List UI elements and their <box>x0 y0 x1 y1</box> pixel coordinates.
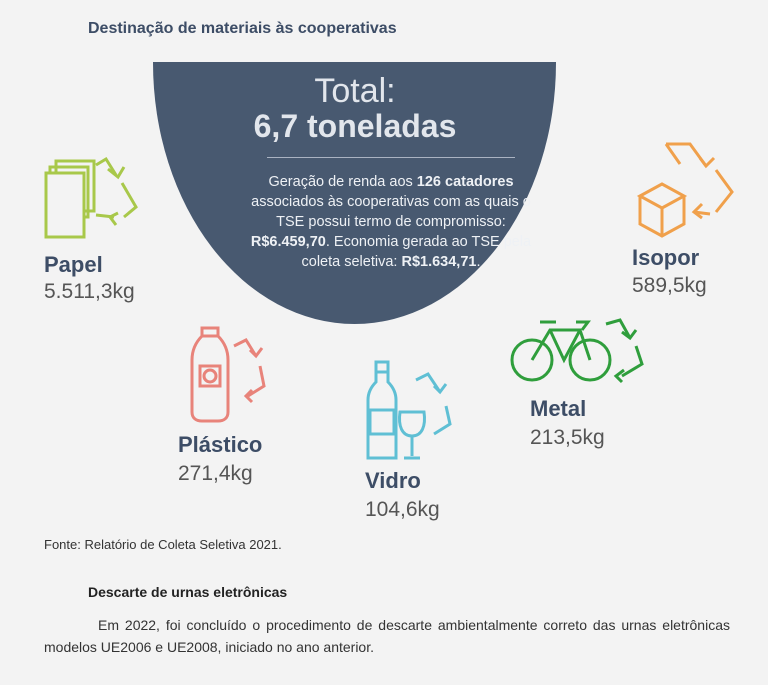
bicycle-icon <box>510 316 650 386</box>
total-label: Total: <box>314 72 396 110</box>
plastic-bottle-icon <box>190 326 270 426</box>
vidro-value: 104,6kg <box>365 498 440 521</box>
glass-bottle-icon <box>366 360 466 465</box>
isopor-value: 589,5kg <box>632 274 707 297</box>
total-value: 6,7 toneladas <box>253 108 457 144</box>
isopor-name: Isopor <box>632 245 700 270</box>
income-description: Geração de renda aos 126 catadores assoc… <box>250 174 532 270</box>
source-note: Fonte: Relatório de Coleta Seletiva 2021… <box>44 537 282 552</box>
section-heading: Descarte de urnas eletrônicas <box>88 584 288 600</box>
divider <box>267 157 515 158</box>
metal-value: 213,5kg <box>530 426 605 449</box>
infographic-title: Destinação de materiais às cooperativas <box>88 20 397 37</box>
papel-value: 5.511,3kg <box>44 280 135 303</box>
section-paragraph: Em 2022, foi concluído o procedimento de… <box>44 617 730 655</box>
papel-name: Papel <box>44 252 103 277</box>
metal-name: Metal <box>530 396 587 421</box>
vidro-name: Vidro <box>365 468 421 493</box>
plastico-name: Plástico <box>178 432 263 457</box>
paper-icon <box>44 155 144 245</box>
box-icon <box>636 140 746 240</box>
plastico-value: 271,4kg <box>178 462 253 485</box>
